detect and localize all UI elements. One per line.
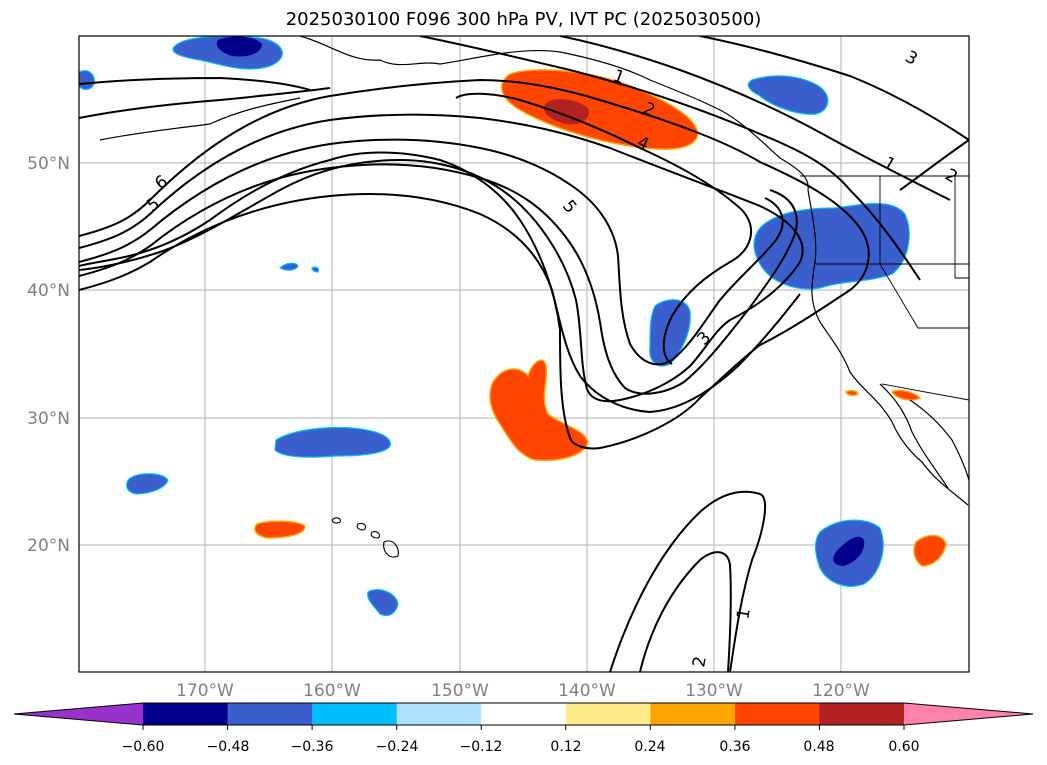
lon-label-160w: 160°W (303, 681, 361, 701)
colorbar-tick-label: 0.36 (719, 739, 750, 755)
contour-label-1-south: 1 (733, 607, 755, 621)
contour-label-2-south: 2 (689, 655, 711, 669)
colorbar-ticks (142, 725, 905, 730)
lat-label-30n: 30°N (27, 409, 70, 429)
colorbar-tick-labels: −0.60 −0.48 −0.36 −0.24 −0.12 0.12 0.24 … (122, 739, 920, 755)
contour-label-3-center: 3 (693, 328, 715, 350)
map-frame (78, 35, 970, 673)
core-southwest-mexico (833, 536, 865, 566)
anomaly-pacific-northwest (753, 202, 910, 290)
colorbar-tick-label: −0.24 (376, 739, 419, 755)
contour-5a (79, 113, 804, 403)
lon-label-120w: 120°W (812, 681, 870, 701)
colorbar-segments (14, 703, 1033, 725)
contour-2-south (639, 551, 732, 672)
anomaly-small-1 (278, 262, 299, 271)
colorbar-tick-label: 0.60 (888, 739, 919, 755)
mainland-mexico-coast (909, 399, 969, 481)
colorbar-tick-label: 0.48 (803, 739, 834, 755)
anomaly-bering (79, 70, 95, 91)
contour-1-south (609, 490, 767, 672)
colorbar-tick-label: 0.24 (634, 739, 665, 755)
lon-label-170w: 170°W (176, 681, 234, 701)
hawaiian-islands (331, 517, 399, 558)
anomaly-subtropical-east (489, 359, 589, 462)
anomaly-mexico-east (913, 534, 947, 567)
colorbar-segment (819, 703, 905, 725)
colorbar-segment (650, 703, 736, 725)
colorbar-segment (143, 703, 229, 725)
anomaly-baja (890, 389, 922, 401)
contour-2-north (455, 92, 752, 365)
aleutian-islands (99, 97, 301, 141)
colorbar-extend-max (904, 703, 1033, 725)
contour-3-east (899, 139, 969, 191)
us-west-coast (807, 189, 969, 506)
contour-label-3-ne: 3 (902, 47, 921, 70)
colorbar-segment (227, 703, 313, 725)
anomaly-gulf-of-alaska (500, 69, 699, 150)
contour-1-nw (79, 76, 311, 91)
strong-positive-pv-core (543, 99, 589, 125)
lon-label-130w: 130°W (685, 681, 743, 701)
colorbar-tick-label: −0.36 (291, 739, 334, 755)
anomaly-small-2 (311, 266, 320, 273)
anomaly-central-pacific-stripe (649, 299, 691, 367)
coastlines (99, 36, 969, 506)
lat-label-40n: 40°N (27, 281, 70, 301)
colorbar-segment (396, 703, 482, 725)
core-gulf-of-alaska-west (216, 36, 262, 57)
contour-1-north (419, 36, 921, 281)
lat-label-20n: 20°N (27, 536, 70, 556)
lon-label-150w: 150°W (431, 681, 489, 701)
latitude-labels: 50°N 40°N 30°N 20°N (27, 154, 70, 556)
map-title: 2025030100 F096 300 hPa PV, IVT PC (2025… (285, 9, 762, 30)
contour-2-nw (79, 87, 331, 119)
contour-6 (79, 78, 870, 450)
lat-label-50n: 50°N (27, 154, 70, 174)
anomaly-west-of-hawaii (126, 473, 169, 495)
baja-peninsula (879, 383, 949, 489)
anomaly-hawaii-west (254, 520, 306, 539)
colorbar-segment (312, 703, 398, 725)
alaska-coast (299, 36, 809, 191)
state-border-ca-nv (879, 176, 969, 329)
colorbar-segment (481, 703, 567, 725)
lon-label-140w: 140°W (558, 681, 616, 701)
negative-pv-anomalies (79, 36, 910, 617)
contour-3 (79, 193, 801, 414)
strong-negative-pv-anomalies (216, 36, 865, 566)
colorbar-tick-label: −0.12 (460, 739, 503, 755)
contour-2-ne (559, 36, 951, 201)
positive-pv-anomalies (254, 69, 947, 567)
anomaly-british-columbia (747, 75, 829, 115)
state-border-id (954, 176, 969, 279)
us-mexico-border (881, 383, 969, 401)
colorbar-tick-label: −0.60 (122, 739, 165, 755)
ivt-contours (79, 36, 969, 672)
colorbar-extend-min (14, 703, 143, 725)
contour-3-ne (699, 36, 969, 141)
colorbar-segment (565, 703, 651, 725)
anomaly-south-of-hawaii (367, 589, 399, 617)
longitude-labels: 170°W 160°W 150°W 140°W 130°W 120°W (176, 681, 870, 701)
anomaly-small-baja-west (844, 389, 860, 397)
colorbar-tick-label: −0.48 (207, 739, 250, 755)
contour-5b (79, 138, 784, 366)
colorbar-tick-label: 0.12 (550, 739, 581, 755)
colorbar: −0.60 −0.48 −0.36 −0.24 −0.12 0.12 0.24 … (13, 702, 1034, 755)
contour-4 (79, 163, 798, 395)
anomaly-north-of-hawaii (274, 426, 391, 458)
colorbar-segment (734, 703, 820, 725)
contour-label-5-center: 5 (558, 196, 580, 217)
political-borders (800, 175, 969, 401)
